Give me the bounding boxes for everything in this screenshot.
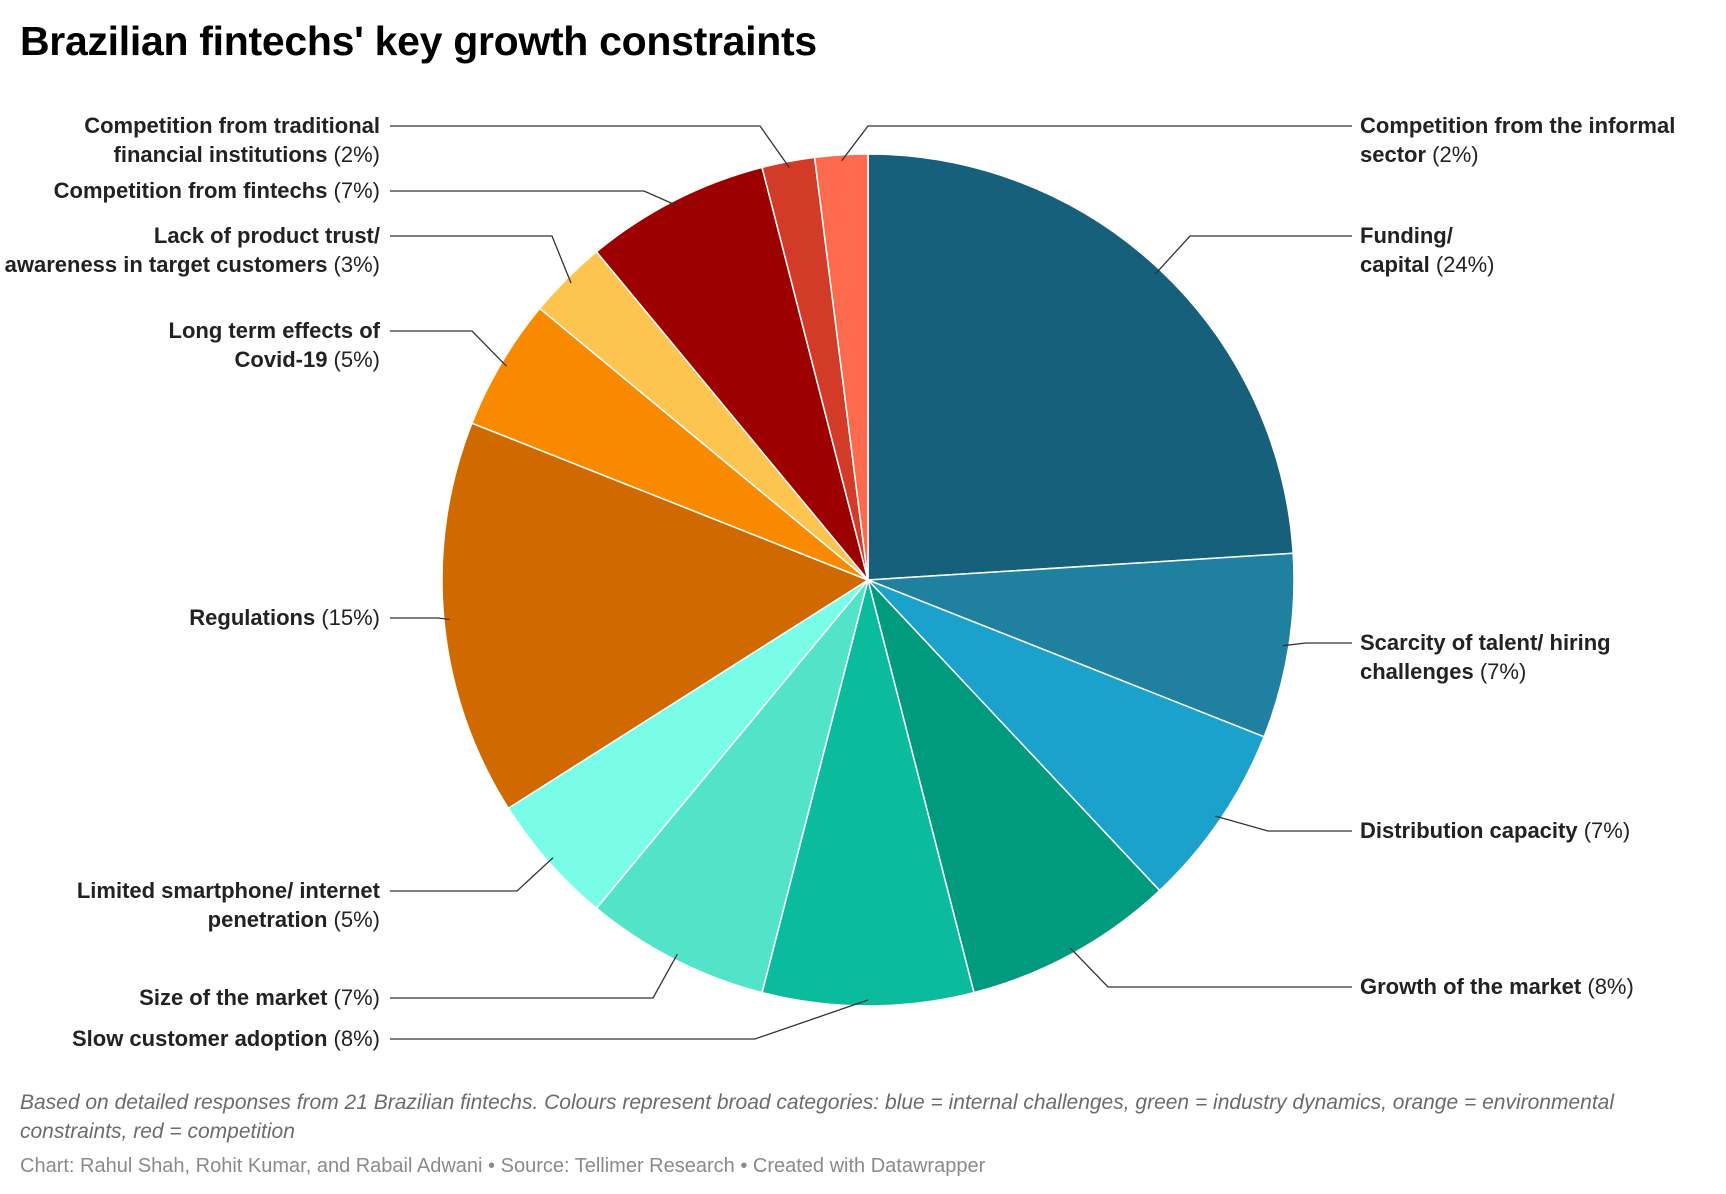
slice-growth-of-the-market <box>867 579 1161 994</box>
leader-competition-from-traditional-financial-institutions <box>390 125 790 168</box>
slice-slow-customer-adoption <box>761 579 975 1007</box>
leader-limited-smartphone-internet-penetration <box>390 857 554 892</box>
leader-slow-customer-adoption <box>390 999 869 1040</box>
label-slow-customer-adoption: Slow customer adoption (8%) <box>72 1026 380 1051</box>
label-distribution-capacity: Distribution capacity (7%) <box>1360 818 1630 843</box>
label-scarcity-of-talent-hiring-challenges: Scarcity of talent/ hiring challenges (7%… <box>1360 630 1611 684</box>
leader-regulations <box>390 617 450 621</box>
leader-funding-capital <box>1155 235 1352 275</box>
label-regulations: Regulations (15%) <box>189 605 380 630</box>
label-competition-from-fintechs: Competition from fintechs (7%) <box>54 178 380 203</box>
chart-title: Brazilian fintechs' key growth constrain… <box>20 18 817 64</box>
chart-notes: Based on detailed responses from 21 Braz… <box>20 1091 1615 1143</box>
chart-credits: Chart: Rahul Shah, Rohit Kumar, and Raba… <box>20 1155 986 1177</box>
slice-labels: Funding/capital (24%) Scarcity of talent/… <box>5 113 1676 1051</box>
label-lack-of-product-trust-awareness-in-target-customers: Lack of product trust/awareness in targe… <box>5 223 380 277</box>
label-funding-capital: Funding/capital (24%) <box>1360 223 1495 277</box>
leader-growth-of-the-market <box>1069 947 1352 988</box>
label-competition-from-traditional-financial-institutions: Competition from traditional financial in… <box>84 113 380 167</box>
label-size-of-the-market: Size of the market (7%) <box>139 985 380 1010</box>
pie-slices <box>441 153 1295 1007</box>
label-limited-smartphone-internet-penetration: Limited smartphone/ internet penetration … <box>77 878 381 932</box>
leader-competition-from-fintechs <box>390 190 678 207</box>
slice-funding-capital <box>867 153 1294 581</box>
slice-scarcity-of-talent-hiring-challenges <box>867 552 1295 738</box>
leader-scarcity-of-talent-hiring-challenges <box>1282 642 1352 647</box>
leader-distribution-capacity <box>1215 815 1352 832</box>
label-long-term-effects-of-covid-19: Long term effects of Covid-19 (5%) <box>169 318 381 372</box>
leader-size-of-the-market <box>390 953 678 999</box>
slice-distribution-capacity <box>867 579 1266 892</box>
leader-competition-from-the-informal-sector <box>841 125 1352 162</box>
leader-long-term-effects-of-covid-19 <box>390 330 507 367</box>
leader-lines <box>390 125 1352 1040</box>
slice-competition-from-the-informal-sector <box>813 153 869 581</box>
label-competition-from-the-informal-sector: Competition from the informal sector (2%) <box>1360 113 1675 167</box>
slice-regulations <box>441 422 870 810</box>
pie-chart: Funding/capital (24%) Scarcity of talent/… <box>5 113 1676 1051</box>
leader-lack-of-product-trust-awareness-in-target-customers <box>390 235 572 284</box>
slice-competition-from-fintechs <box>595 166 869 581</box>
label-growth-of-the-market: Growth of the market (8%) <box>1360 974 1634 999</box>
